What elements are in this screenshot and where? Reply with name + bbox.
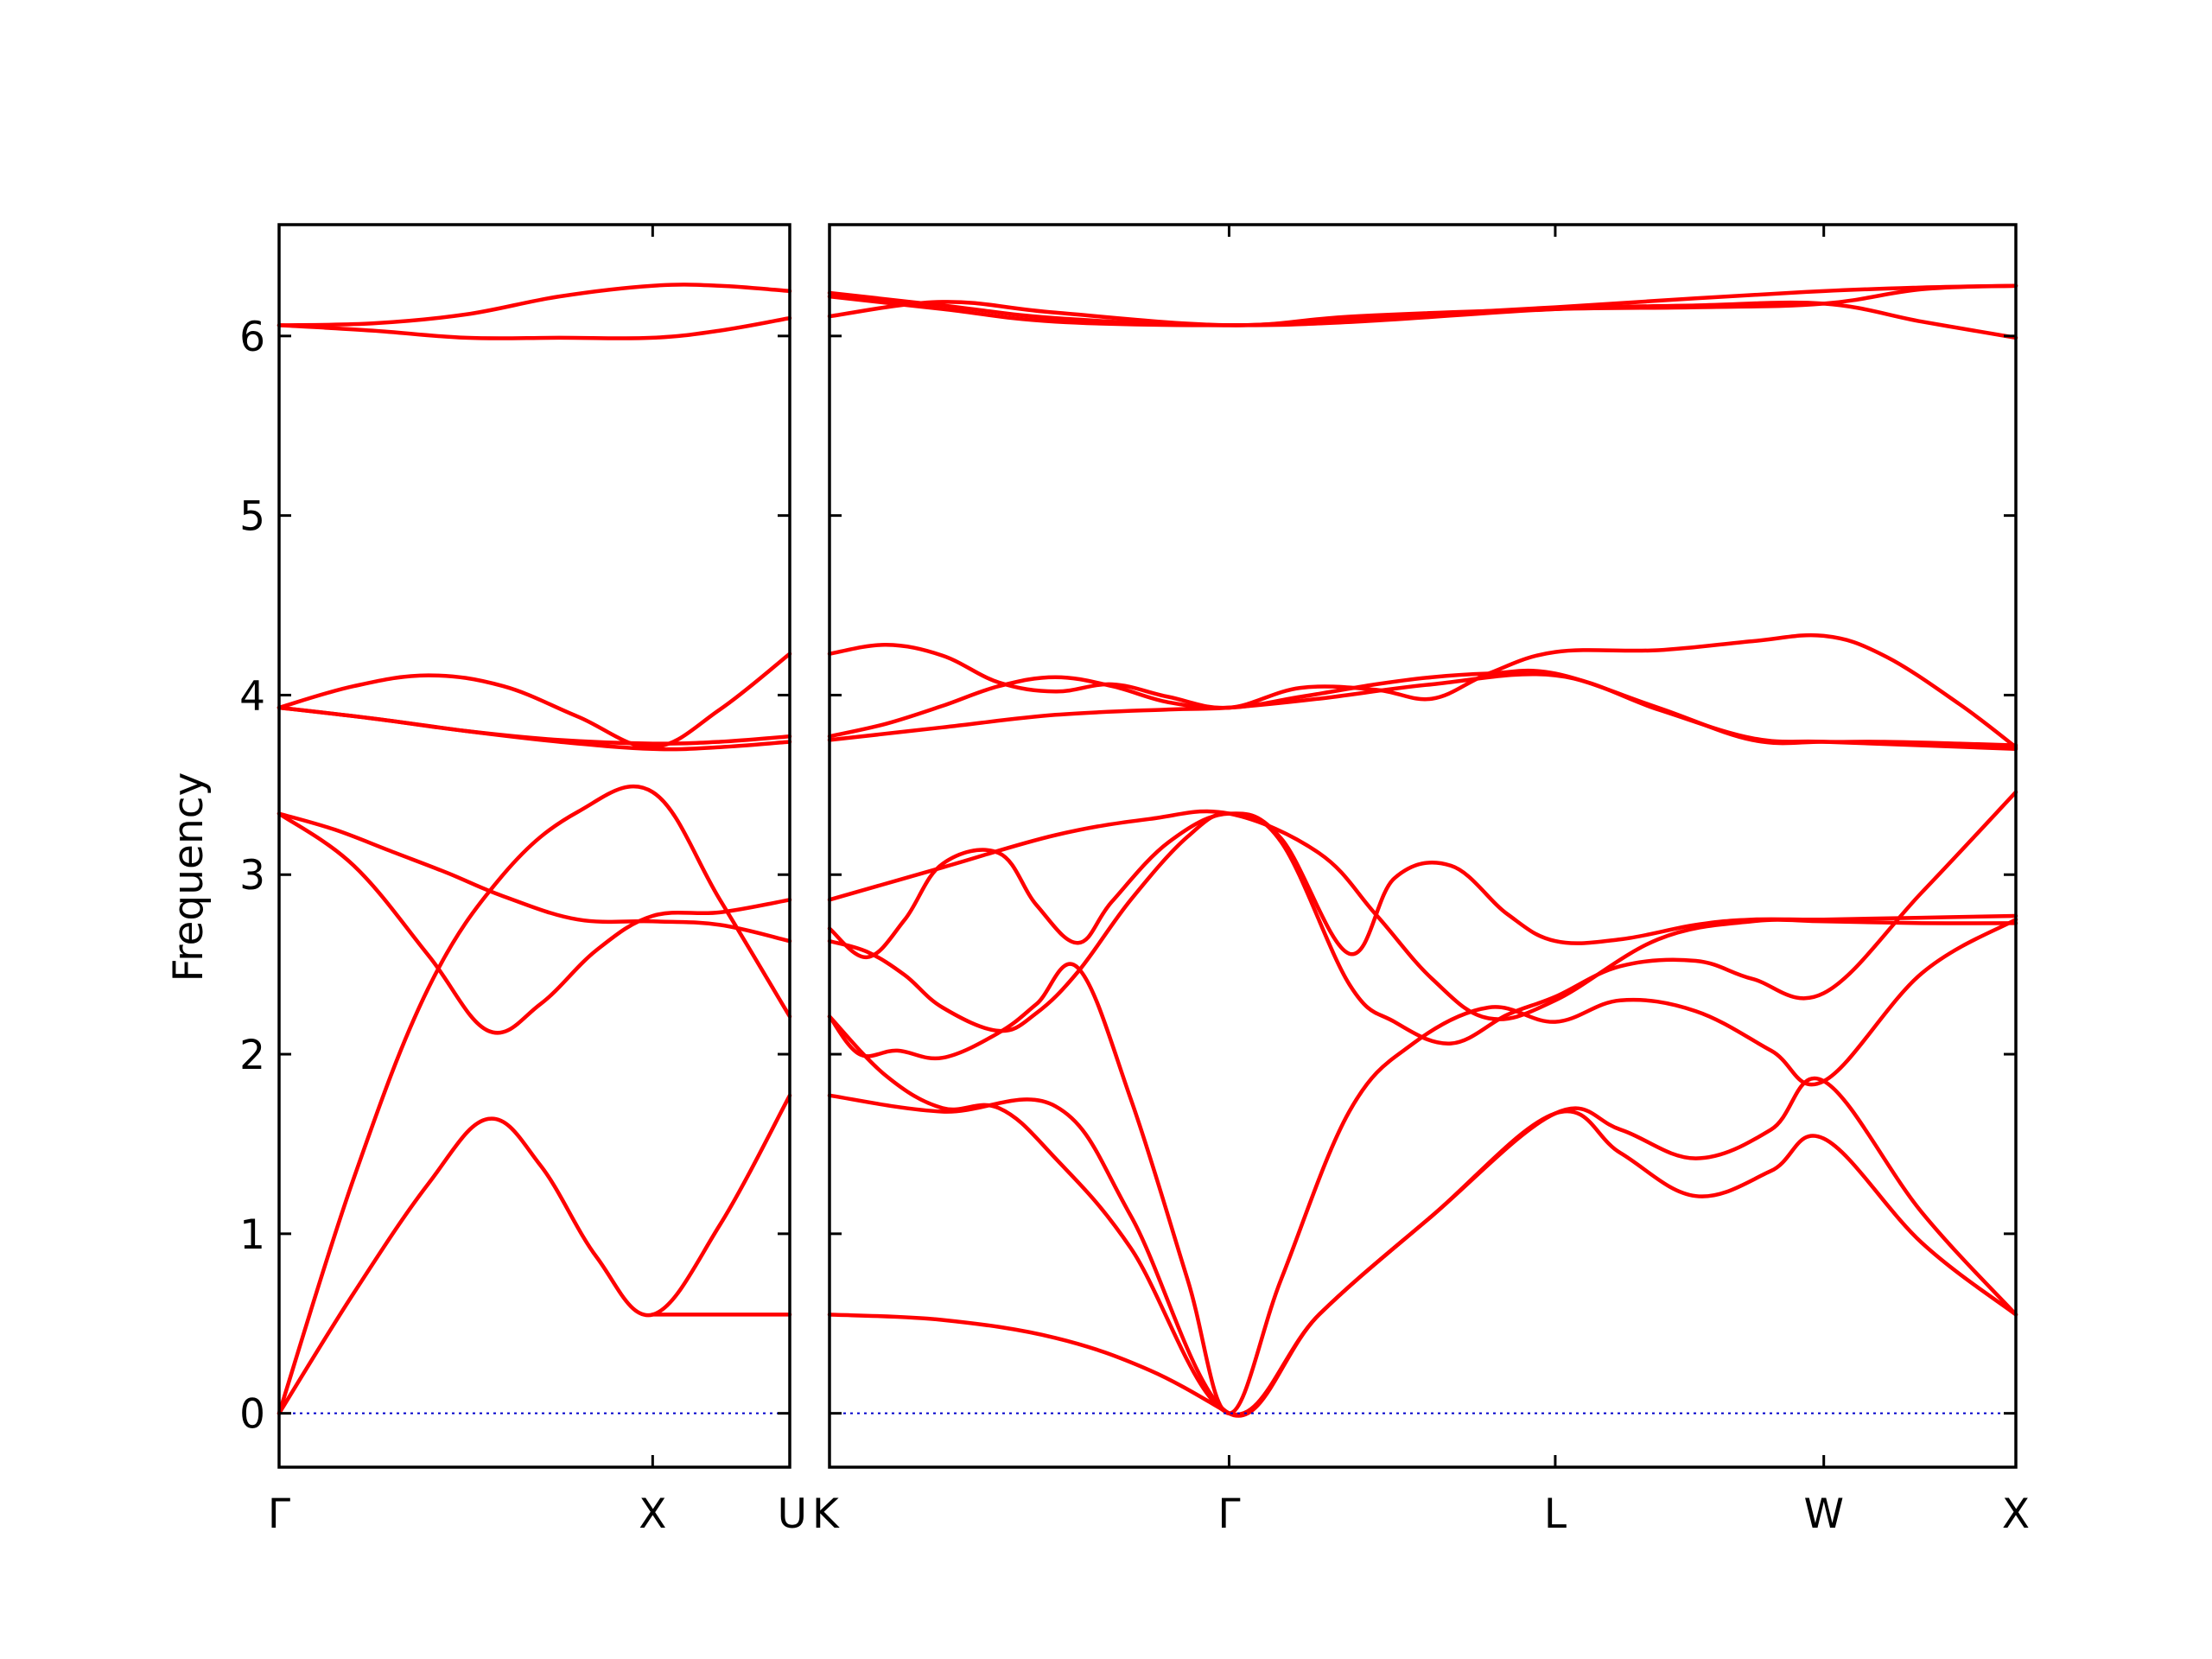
band-line-2	[276, 315, 792, 340]
y-tick-label: 3	[239, 852, 265, 899]
band-line-7	[827, 809, 2018, 1021]
y-tick-label: 0	[239, 1391, 265, 1439]
band-line-13	[827, 1313, 1231, 1415]
y-tick-label: 2	[239, 1032, 265, 1079]
band-line-12	[827, 1093, 2018, 1418]
x-tick-label: X	[639, 1491, 666, 1538]
y-tick-label: 1	[239, 1211, 265, 1259]
x-tick-label: U	[778, 1491, 807, 1538]
band-line-9	[276, 1093, 792, 1415]
plot-frame	[277, 223, 791, 1469]
y-tick-label: 5	[239, 493, 265, 541]
band-line-1	[276, 283, 792, 327]
y-tick-label: 4	[239, 672, 265, 720]
band-line-3	[827, 283, 2018, 327]
band-line-4	[827, 632, 2018, 749]
y-axis-title: Frequency	[165, 772, 213, 982]
x-tick-label: W	[1803, 1491, 1843, 1538]
y-tick-label: 6	[239, 314, 265, 361]
x-tick-label: K	[812, 1491, 840, 1538]
band-line-8	[276, 784, 792, 1415]
panel-gamma-x-u: 0 1 2 3 4 5 6 Γ X U	[239, 223, 807, 1538]
x-tick-label: Γ	[268, 1491, 290, 1538]
band-line-2	[827, 294, 2018, 340]
band-line-6	[276, 811, 792, 944]
plot-frame	[828, 223, 2018, 1469]
x-tick-label: Γ	[1217, 1491, 1240, 1538]
band-line-11	[827, 1014, 2018, 1417]
band-line-10	[827, 917, 2018, 1415]
band-line-6	[827, 671, 2018, 752]
band-line-5	[276, 705, 792, 752]
band-line-8	[827, 811, 2018, 960]
x-tick-label: L	[1544, 1491, 1567, 1538]
band-line-5	[827, 668, 2018, 747]
x-tick-label: X	[2002, 1491, 2030, 1538]
band-line-3	[276, 652, 792, 749]
band-line-7	[276, 811, 792, 1035]
